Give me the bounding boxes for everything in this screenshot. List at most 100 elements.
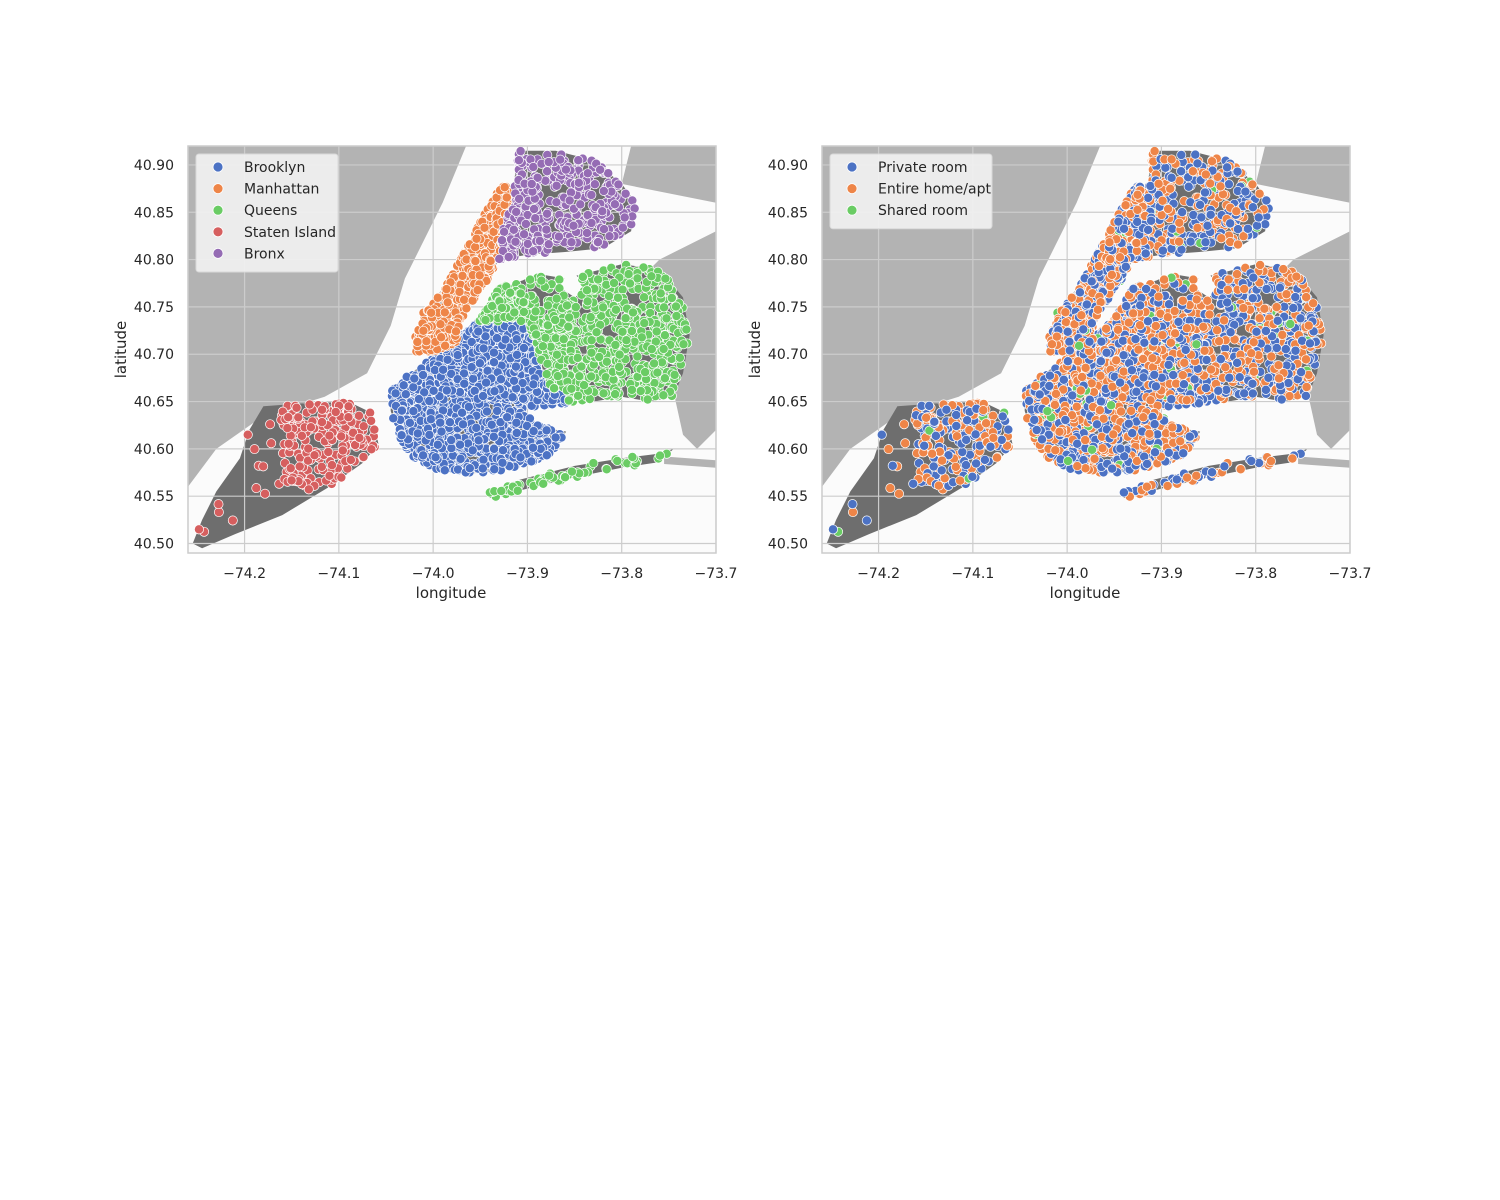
- data-point: [659, 330, 670, 341]
- data-point: [671, 311, 682, 321]
- data-point: [617, 222, 628, 233]
- data-point: [369, 424, 380, 435]
- data-point: [324, 470, 335, 481]
- data-point: [285, 463, 296, 474]
- data-point: [497, 302, 507, 313]
- x-tick-label: −74.1: [317, 566, 360, 582]
- borough-scatter-panel: −74.2 −74.1 −74.0 −73.9 −73.8 −73.740.5040.55…: [112, 145, 738, 602]
- data-point: [900, 438, 911, 449]
- data-point: [649, 358, 660, 369]
- data-point: [617, 326, 628, 337]
- data-point: [496, 486, 507, 496]
- data-point: [455, 453, 466, 464]
- y-tick-label: 40.80: [134, 253, 174, 269]
- data-point: [515, 288, 526, 299]
- data-point: [343, 401, 354, 412]
- data-point: [388, 413, 399, 424]
- data-point: [436, 332, 447, 343]
- data-point: [500, 334, 511, 345]
- legend-marker: [212, 183, 224, 195]
- data-point: [309, 450, 320, 461]
- data-point: [604, 231, 615, 242]
- data-point: [595, 164, 606, 175]
- data-point: [894, 488, 904, 499]
- data-point: [412, 337, 423, 347]
- data-point: [489, 464, 500, 475]
- data-point: [501, 192, 512, 203]
- data-point: [552, 371, 563, 382]
- data-point: [617, 284, 628, 295]
- data-point: [511, 428, 522, 438]
- x-tick-label: −74.2: [223, 566, 266, 582]
- data-point: [496, 374, 506, 385]
- data-point: [597, 206, 608, 217]
- legend-marker: [212, 226, 224, 238]
- data-point: [412, 428, 423, 439]
- data-point: [582, 285, 592, 296]
- data-point: [591, 327, 602, 338]
- data-point: [671, 301, 681, 312]
- data-point: [614, 349, 625, 360]
- data-point: [282, 423, 293, 434]
- data-point: [563, 395, 574, 406]
- data-point: [534, 235, 545, 246]
- data-point: [542, 208, 553, 219]
- data-point: [544, 470, 554, 481]
- data-point: [464, 463, 475, 474]
- data-point: [541, 425, 552, 436]
- data-point: [398, 380, 409, 391]
- data-point: [560, 472, 571, 483]
- data-point: [418, 450, 429, 461]
- data-point: [655, 288, 666, 299]
- data-point: [459, 368, 469, 379]
- data-point: [428, 385, 439, 396]
- data-point: [635, 386, 646, 396]
- data-point: [432, 292, 443, 303]
- data-point: [345, 454, 356, 465]
- data-point: [430, 452, 441, 463]
- data-point: [472, 285, 483, 296]
- data-point: [426, 307, 437, 318]
- data-point: [510, 361, 521, 372]
- series-brooklyn: [387, 316, 570, 478]
- data-point: [658, 390, 669, 401]
- data-point: [530, 306, 541, 317]
- data-point: [455, 439, 466, 450]
- data-point: [489, 357, 499, 368]
- data-point: [520, 219, 531, 229]
- data-point: [404, 417, 415, 428]
- data-point: [418, 370, 428, 380]
- data-point: [628, 307, 638, 318]
- data-point: [537, 341, 548, 352]
- data-point: [468, 373, 479, 384]
- data-point: [573, 177, 584, 188]
- data-point: [442, 354, 453, 365]
- data-point: [488, 431, 499, 442]
- data-point: [678, 339, 689, 350]
- data-point: [646, 344, 657, 355]
- data-point: [251, 483, 262, 494]
- data-point: [358, 421, 369, 432]
- data-point: [513, 155, 524, 166]
- data-point: [507, 392, 518, 403]
- data-point: [582, 296, 593, 307]
- y-tick-label: 40.90: [134, 158, 174, 174]
- data-point: [418, 325, 429, 336]
- data-point: [518, 307, 529, 317]
- data-point: [337, 445, 348, 456]
- data-point: [413, 394, 424, 405]
- data-point: [327, 460, 337, 471]
- y-tick-label: 40.60: [134, 442, 174, 458]
- data-point: [440, 340, 451, 351]
- data-point: [485, 255, 496, 266]
- data-point: [632, 351, 643, 362]
- data-point: [508, 224, 519, 235]
- data-point: [291, 402, 302, 413]
- data-point: [551, 180, 562, 191]
- data-point: [478, 454, 489, 465]
- data-point: [528, 426, 539, 437]
- data-point: [528, 379, 539, 390]
- data-point: [480, 315, 491, 326]
- x-tick-label: −73.7: [695, 566, 738, 582]
- data-point: [467, 445, 478, 456]
